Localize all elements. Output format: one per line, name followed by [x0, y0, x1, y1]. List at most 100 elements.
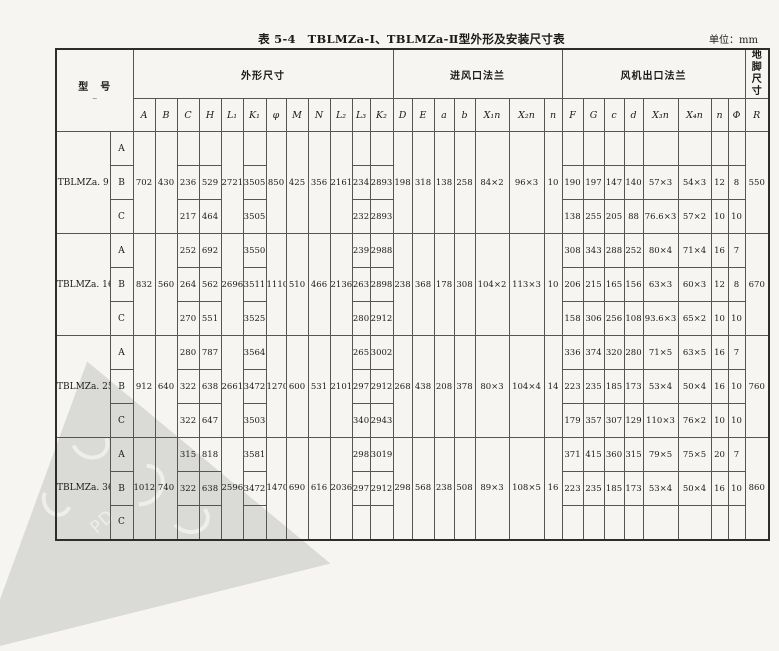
col-header: C	[176, 98, 200, 132]
value-cell: 140	[623, 165, 644, 200]
value-cell: 63×5	[677, 335, 712, 370]
col-header: X₄n	[677, 98, 712, 132]
value-cell: 88	[623, 199, 644, 234]
value-cell: 104×2	[474, 233, 510, 336]
value-cell: 217	[176, 199, 200, 234]
value-cell: 16	[710, 471, 729, 506]
value-cell: 255	[582, 199, 605, 234]
value-cell: 258	[453, 131, 476, 234]
value-cell: 76×2	[677, 403, 712, 438]
value-cell: 197	[582, 165, 605, 200]
variant-cell: C	[109, 301, 134, 336]
value-cell: 2898	[369, 267, 394, 302]
value-cell	[623, 131, 644, 166]
value-cell: 10	[727, 369, 746, 404]
value-cell: 54×3	[677, 165, 712, 200]
value-cell: 206	[561, 267, 584, 302]
value-cell	[677, 131, 712, 166]
value-cell: 235	[582, 471, 605, 506]
value-cell: 10	[727, 471, 746, 506]
value-cell: 252	[623, 233, 644, 268]
col-header: H	[198, 98, 222, 132]
value-cell: 3550	[242, 233, 267, 268]
value-cell: 280	[176, 335, 200, 370]
variant-cell: B	[109, 471, 134, 506]
value-cell: 16	[710, 369, 729, 404]
value-cell: 198	[392, 131, 413, 234]
value-cell: 190	[561, 165, 584, 200]
variant-cell: C	[109, 505, 134, 540]
value-cell: 264	[176, 267, 200, 302]
variant-cell: A	[109, 335, 134, 370]
model-name-cell: TBLMZa. 25	[55, 335, 111, 438]
value-cell: 368	[411, 233, 435, 336]
model-group-label: 型 号	[78, 82, 112, 93]
value-cell: 2696	[220, 233, 244, 336]
value-cell: 531	[307, 335, 331, 438]
value-cell: 10	[710, 199, 729, 234]
value-cell: 156	[623, 267, 644, 302]
value-cell	[623, 505, 644, 540]
caption-row: 表 5-4 TBLMZa-Ⅰ、TBLMZa-Ⅱ型外形及安装尺寸表	[55, 28, 768, 47]
table-row: TBLMZa. 16 A 832 560 252 692 2696 3550 1110 510 46…	[55, 233, 770, 336]
value-cell: 357	[582, 403, 605, 438]
value-cell: 239	[351, 233, 371, 268]
model-name-cell: TBLMZa. 9	[55, 131, 111, 234]
col-header: E	[411, 98, 435, 132]
value-cell: 322	[176, 369, 200, 404]
value-cell: 371	[561, 437, 584, 472]
col-header: K₁	[242, 98, 267, 132]
table-row: B 236 529 3505 234 2893 190 197 147 140 57×3 54×3 12…	[56, 165, 769, 200]
model-group-mark: ~	[91, 95, 98, 103]
value-cell: 50×4	[677, 471, 712, 506]
value-cell: 315	[623, 437, 644, 472]
value-cell	[642, 505, 679, 540]
value-cell: 425	[285, 131, 309, 234]
value-cell: 2136	[329, 233, 353, 336]
col-header: L₃	[351, 98, 371, 132]
model-name-cell: TBLMZa. 16	[55, 233, 111, 336]
value-cell: 110×3	[642, 403, 679, 438]
variant-cell: B	[109, 267, 134, 302]
table-row: B 264 562 3511 263 2898 206 215 165 156 63×3 60×3 12…	[56, 267, 769, 302]
value-cell	[710, 131, 729, 166]
value-cell: 288	[603, 233, 625, 268]
value-cell: 76.6×3	[642, 199, 679, 234]
value-cell: 93.6×3	[642, 301, 679, 336]
value-cell: 57×2	[677, 199, 712, 234]
value-cell: 270	[176, 301, 200, 336]
value-cell	[603, 505, 625, 540]
value-cell: 75×5	[677, 437, 712, 472]
value-cell: 7	[727, 335, 746, 370]
value-cell: 3472	[242, 471, 267, 506]
value-cell: 550	[744, 131, 770, 234]
col-header: X₁n	[474, 98, 510, 132]
value-cell: 1110	[265, 233, 287, 336]
value-cell: 2912	[369, 471, 394, 506]
value-cell: 1270	[265, 335, 287, 438]
value-cell: 2912	[369, 369, 394, 404]
value-cell: 562	[198, 267, 222, 302]
value-cell: 1470	[265, 437, 287, 540]
value-cell: 343	[582, 233, 605, 268]
variant-cell: A	[109, 131, 134, 166]
value-cell: 322	[176, 471, 200, 506]
value-cell: 374	[582, 335, 605, 370]
value-cell: 336	[561, 335, 584, 370]
value-cell: 10	[727, 199, 746, 234]
value-cell: 415	[582, 437, 605, 472]
value-cell: 268	[392, 335, 413, 438]
value-cell: 71×5	[642, 335, 679, 370]
col-header: n	[710, 98, 729, 132]
value-cell	[561, 131, 584, 166]
value-cell	[561, 505, 584, 540]
variant-cell: B	[109, 369, 134, 404]
value-cell: 3472	[242, 369, 267, 404]
value-cell: 10	[727, 301, 746, 336]
value-cell: 850	[265, 131, 287, 234]
value-cell: 616	[307, 437, 331, 540]
col-header: M	[285, 98, 309, 132]
value-cell: 10	[543, 131, 563, 234]
value-cell: 280	[351, 301, 371, 336]
value-cell: 138	[561, 199, 584, 234]
